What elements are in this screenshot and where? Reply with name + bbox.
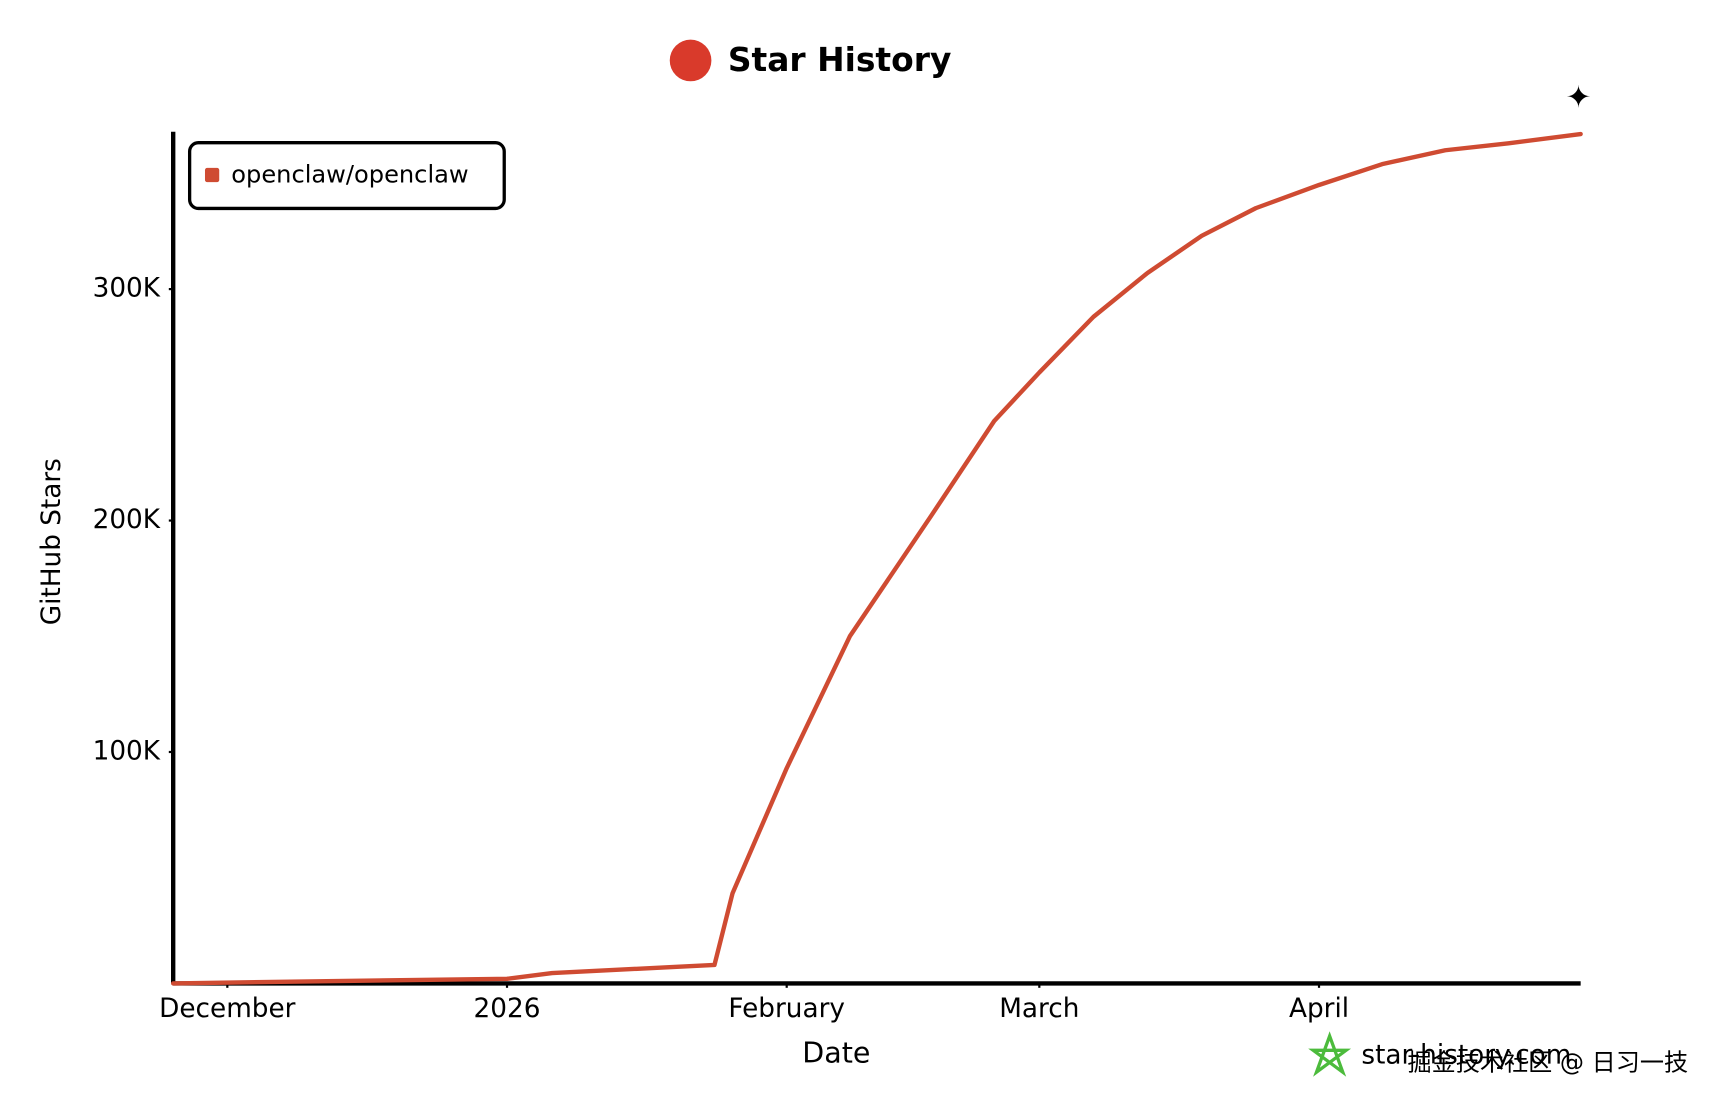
legend-swatch <box>204 167 220 183</box>
logo <box>669 39 712 82</box>
credit: 掘金技术社区 @ 日习一技 <box>1408 1048 1689 1076</box>
y-tick-label: 100K <box>93 736 161 766</box>
x-axis-label: Date <box>802 1037 870 1070</box>
y-axis-label: GitHub Stars <box>37 458 67 625</box>
legend-box <box>187 141 506 211</box>
x-tick-label: March <box>999 994 1079 1024</box>
y-tick-label: 300K <box>93 274 161 304</box>
y-tick-label: 200K <box>93 505 161 535</box>
legend-label: openclaw/openclaw <box>231 161 468 189</box>
x-tick-label: February <box>728 994 845 1024</box>
series-line <box>171 131 1583 986</box>
x-tick-label: December <box>159 994 296 1024</box>
chart-title: Star History <box>728 40 952 79</box>
x-tick-label: April <box>1289 994 1349 1024</box>
lobster-icon: ✦ <box>1566 80 1592 115</box>
watermark: star-history.com <box>1361 1040 1571 1070</box>
watermark-icon <box>1308 1031 1352 1077</box>
x-tick-label: 2026 <box>474 994 541 1024</box>
